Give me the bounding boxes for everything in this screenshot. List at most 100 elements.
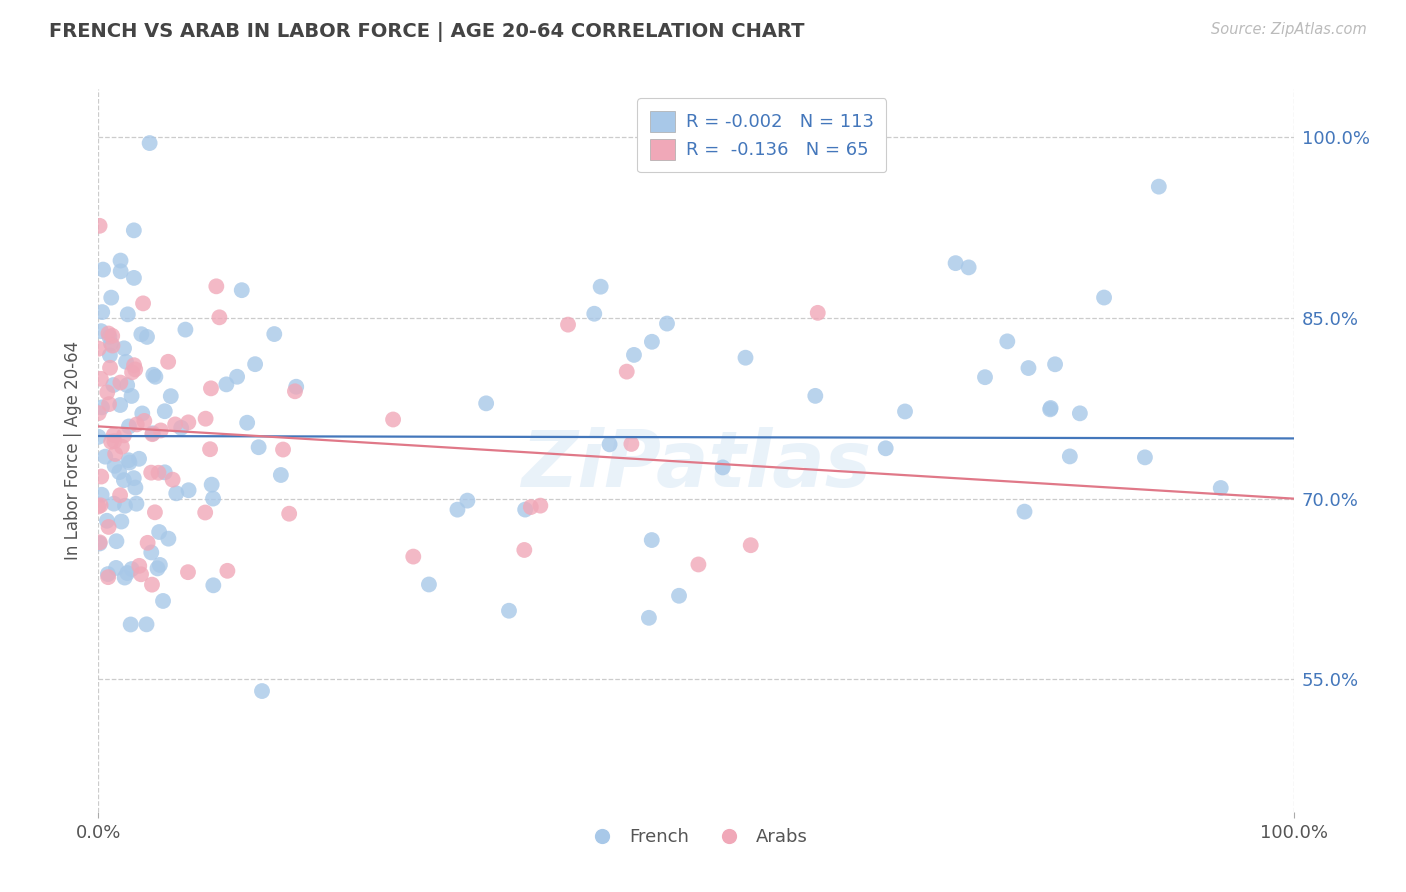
- Point: [236, 416, 259, 430]
- Point: [215, 377, 238, 392]
- Point: [118, 419, 141, 434]
- Point: [177, 483, 200, 498]
- Point: [285, 380, 308, 394]
- Point: [125, 497, 148, 511]
- Point: [217, 564, 239, 578]
- Point: [141, 427, 163, 442]
- Point: [194, 411, 217, 425]
- Point: [129, 567, 152, 582]
- Point: [101, 338, 124, 352]
- Point: [165, 486, 187, 500]
- Point: [208, 310, 231, 325]
- Point: [89, 535, 111, 549]
- Point: [583, 307, 606, 321]
- Point: [623, 348, 645, 362]
- Point: [740, 538, 762, 552]
- Point: [142, 368, 165, 382]
- Point: [201, 477, 224, 491]
- Point: [117, 307, 139, 321]
- Point: [284, 384, 307, 399]
- Point: [456, 493, 478, 508]
- Point: [94, 450, 117, 464]
- Point: [90, 372, 112, 386]
- Point: [157, 355, 180, 369]
- Point: [114, 499, 136, 513]
- Point: [97, 326, 120, 341]
- Point: [103, 378, 125, 392]
- Point: [136, 330, 159, 344]
- Point: [124, 362, 146, 376]
- Point: [112, 473, 135, 487]
- Point: [1147, 179, 1170, 194]
- Point: [141, 466, 163, 480]
- Point: [148, 466, 170, 480]
- Point: [177, 416, 200, 430]
- Point: [162, 473, 184, 487]
- Point: [108, 398, 131, 412]
- Point: [96, 385, 118, 400]
- Point: [231, 283, 253, 297]
- Point: [143, 505, 166, 519]
- Point: [957, 260, 980, 275]
- Point: [112, 428, 135, 442]
- Point: [110, 253, 132, 268]
- Point: [104, 458, 127, 473]
- Point: [638, 611, 661, 625]
- Point: [149, 424, 172, 438]
- Point: [101, 328, 124, 343]
- Point: [807, 306, 830, 320]
- Point: [250, 684, 273, 698]
- Point: [263, 327, 285, 342]
- Point: [132, 296, 155, 310]
- Point: [1043, 357, 1066, 371]
- Point: [557, 318, 579, 332]
- Point: [122, 358, 145, 372]
- Point: [115, 355, 138, 369]
- Point: [146, 561, 169, 575]
- Point: [90, 498, 112, 512]
- Point: [589, 279, 612, 293]
- Point: [202, 578, 225, 592]
- Point: [875, 442, 897, 456]
- Point: [202, 491, 225, 506]
- Point: [90, 469, 112, 483]
- Point: [734, 351, 756, 365]
- Point: [141, 577, 163, 591]
- Point: [498, 604, 520, 618]
- Point: [98, 360, 121, 375]
- Point: [131, 327, 153, 342]
- Point: [135, 617, 157, 632]
- Point: [655, 317, 678, 331]
- Point: [513, 543, 536, 558]
- Point: [1017, 361, 1039, 376]
- Point: [247, 440, 270, 454]
- Point: [128, 451, 150, 466]
- Point: [131, 407, 153, 421]
- Text: FRENCH VS ARAB IN LABOR FORCE | AGE 20-64 CORRELATION CHART: FRENCH VS ARAB IN LABOR FORCE | AGE 20-6…: [49, 22, 804, 42]
- Point: [117, 453, 139, 467]
- Point: [529, 499, 551, 513]
- Point: [98, 397, 121, 411]
- Point: [91, 305, 114, 319]
- Point: [1133, 450, 1156, 465]
- Point: [90, 488, 112, 502]
- Point: [87, 500, 110, 514]
- Point: [134, 414, 156, 428]
- Point: [122, 471, 145, 485]
- Point: [98, 348, 121, 362]
- Point: [157, 532, 180, 546]
- Point: [688, 558, 710, 572]
- Point: [110, 376, 132, 390]
- Point: [159, 389, 181, 403]
- Point: [105, 534, 128, 549]
- Point: [136, 536, 159, 550]
- Point: [205, 279, 228, 293]
- Point: [804, 389, 827, 403]
- Point: [100, 291, 122, 305]
- Point: [1039, 402, 1062, 417]
- Point: [402, 549, 425, 564]
- Text: ZiPatlas: ZiPatlas: [522, 427, 870, 503]
- Point: [117, 566, 139, 580]
- Point: [152, 594, 174, 608]
- Point: [418, 577, 440, 591]
